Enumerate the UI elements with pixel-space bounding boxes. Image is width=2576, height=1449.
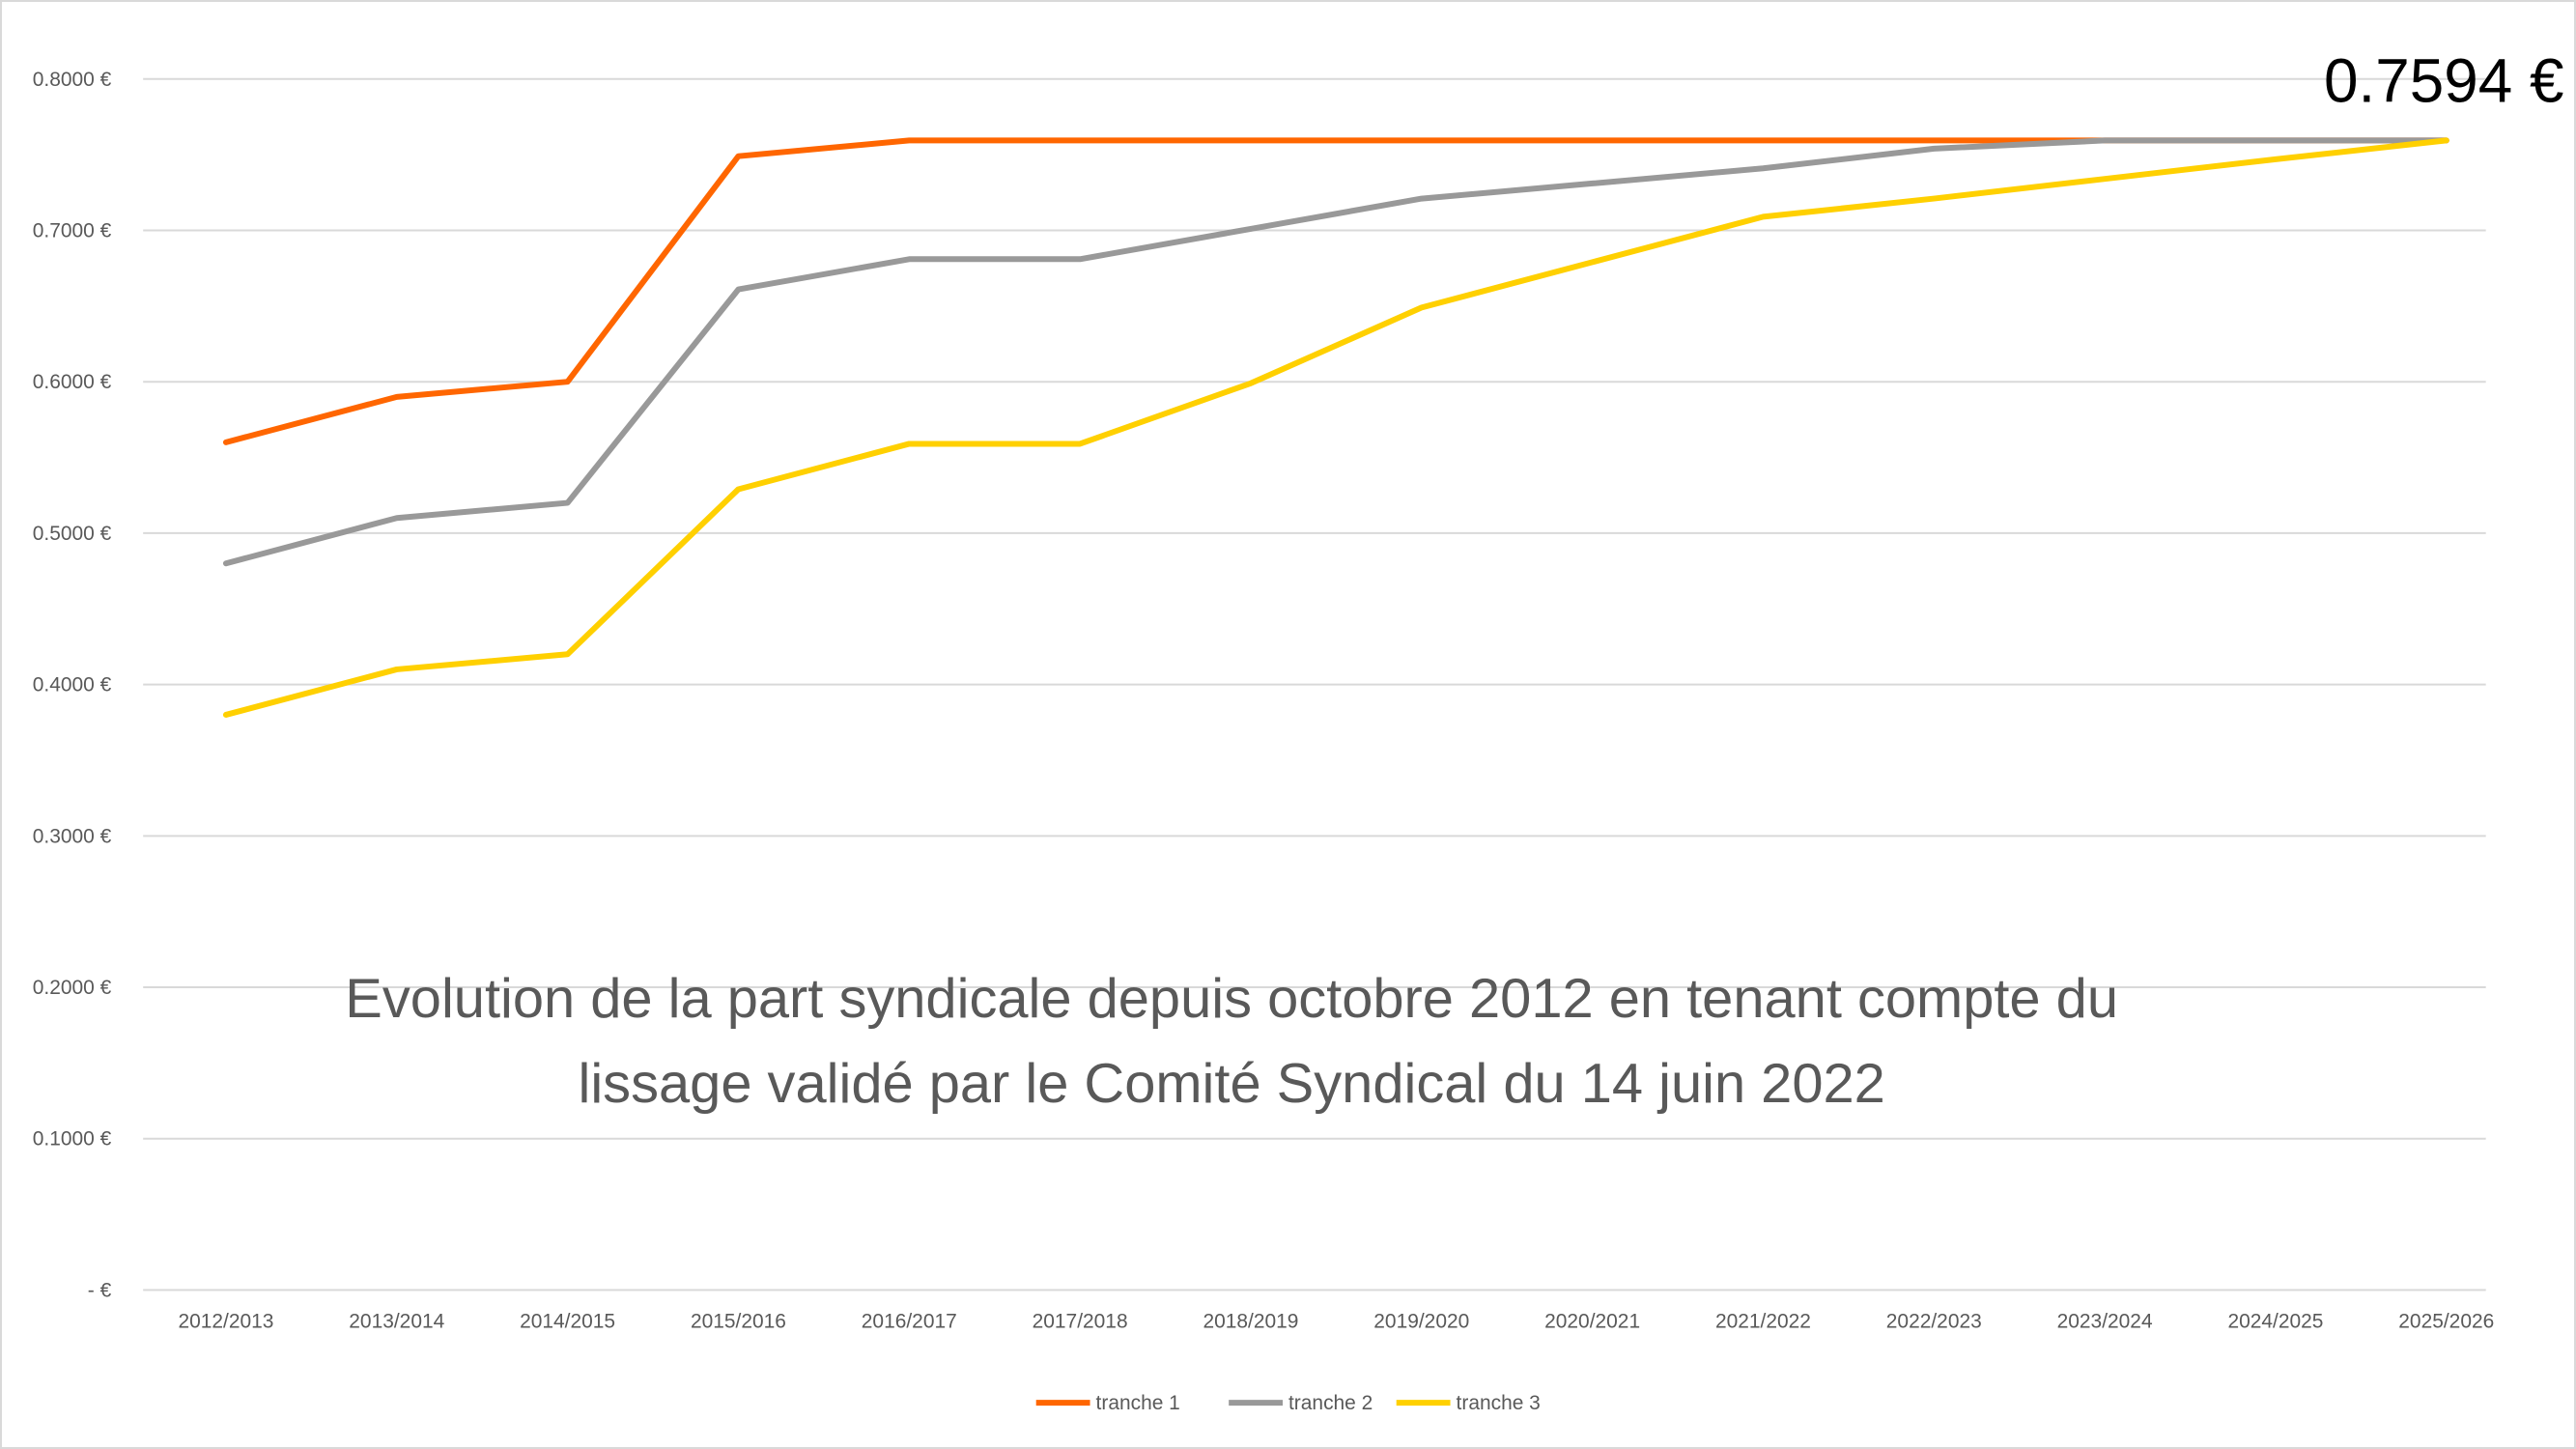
x-tick-label: 2021/2022 [1715, 1310, 1811, 1332]
final-value-annotation: 0.7594 € [2324, 46, 2563, 116]
x-tick-label: 2024/2025 [2227, 1310, 2323, 1332]
x-tick-label: 2022/2023 [1886, 1310, 1982, 1332]
y-axis-tick-labels: - € 0.1000 € 0.2000 € 0.3000 € 0.4000 € 0.500… [33, 69, 112, 1302]
x-tick-label: 2018/2019 [1203, 1310, 1298, 1332]
x-tick-label: 2019/2020 [1373, 1310, 1469, 1332]
legend: tranche 1 tranche 2 tranche 3 [1035, 1392, 1541, 1414]
gridlines [143, 77, 2486, 1292]
x-tick-label: 2014/2015 [520, 1310, 615, 1332]
series-line-tranche-2 [222, 137, 2449, 567]
y-tick-label: 0.6000 € [33, 371, 112, 393]
x-tick-label: 2020/2021 [1544, 1310, 1640, 1332]
legend-label: tranche 1 [1096, 1392, 1180, 1414]
x-tick-label: 2016/2017 [862, 1310, 957, 1332]
chart-title-line-1: Evolution de la part syndicale depuis oc… [345, 968, 2118, 1030]
x-tick-label: 2012/2013 [178, 1310, 273, 1332]
x-tick-label: 2015/2016 [691, 1310, 786, 1332]
y-tick-label: - € [88, 1279, 112, 1301]
y-tick-label: 0.3000 € [33, 825, 112, 847]
legend-label: tranche 3 [1457, 1392, 1541, 1414]
x-tick-label: 2025/2026 [2398, 1310, 2494, 1332]
x-tick-label: 2017/2018 [1033, 1310, 1128, 1332]
x-tick-label: 2023/2024 [2057, 1310, 2153, 1332]
y-tick-label: 0.4000 € [33, 674, 112, 696]
y-tick-label: 0.7000 € [33, 219, 112, 242]
legend-label: tranche 2 [1288, 1392, 1373, 1414]
y-tick-label: 0.1000 € [33, 1128, 112, 1151]
y-tick-label: 0.8000 € [33, 69, 112, 91]
x-tick-label: 2013/2014 [349, 1310, 444, 1332]
chart-title-line-2: lissage validé par le Comité Syndical du… [578, 1053, 1884, 1115]
y-tick-label: 0.2000 € [33, 977, 112, 999]
y-tick-label: 0.5000 € [33, 523, 112, 545]
series-lines [222, 137, 2449, 718]
series-line-tranche-3 [222, 137, 2449, 718]
x-axis-tick-labels: 2012/2013 2013/2014 2014/2015 2015/2016 2016… [178, 1310, 2494, 1332]
series-line-tranche-1 [222, 137, 2449, 445]
